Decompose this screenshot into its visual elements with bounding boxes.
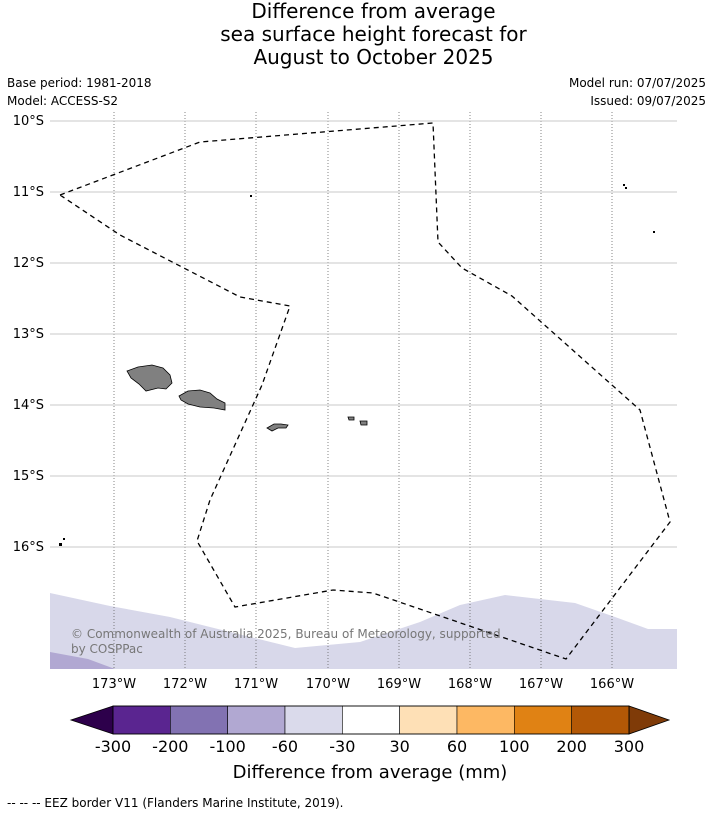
lat-label: 11°S [13,185,44,200]
colorbar-segment [514,705,572,735]
issued-date: Issued: 09/07/2025 [590,94,706,108]
lat-label: 10°S [13,114,44,129]
colorbar-segment [399,705,458,735]
colorbar-tick-labels: -300 -200 -100 -60 -30 30 60 100 200 300 [95,737,644,756]
lon-label: 170°W [306,677,350,692]
eez-border-samoa [58,122,671,660]
map-title: Difference from average sea surface heig… [0,0,713,69]
latitude-labels: 10°S 11°S 12°S 13°S 14°S 15°S 16°S [13,114,44,555]
colorbar-segment [112,705,171,735]
lat-label: 15°S [13,469,44,484]
colorbar-tick: 30 [389,737,409,756]
lon-label: 167°W [519,677,563,692]
colorbar-tick: 200 [556,737,587,756]
anomaly-shading-light [50,593,677,669]
latitude-gridlines [50,120,677,548]
colorbar-tick: -60 [272,737,298,756]
copyright-line-1: © Commonwealth of Australia 2025, Bureau… [71,627,501,641]
copyright-line-2: by COSPPac [71,642,143,656]
lon-label: 168°W [448,677,492,692]
colorbar-tick: 300 [614,737,645,756]
colorbar-label: Difference from average (mm) [233,762,508,783]
colorbar-tick: -30 [329,737,355,756]
islands [126,364,368,432]
colorbar-segment [170,705,228,735]
run-info: Model run: 07/07/2025 Issued: 09/07/2025 [569,74,706,110]
lat-label: 13°S [13,327,44,342]
colorbar-segment [571,705,630,735]
map-area: © Commonwealth of Australia 2025, Bureau… [50,112,677,669]
lat-label: 14°S [13,398,44,413]
base-period: Base period: 1981-2018 [7,76,152,90]
model-name: Model: ACCESS-S2 [7,94,119,108]
colorbar-tick: 60 [447,737,467,756]
colorbar-segment [342,705,400,735]
island-tutuila [266,423,289,432]
lon-label: 171°W [234,677,278,692]
colorbar-tick: -200 [152,737,188,756]
lon-label: 166°W [590,677,634,692]
island-ofu [347,416,355,421]
colorbar-segment [456,705,515,735]
island-tau [359,420,368,426]
colorbar-tick: -100 [210,737,246,756]
colorbar-frame [112,705,630,735]
lat-label: 12°S [13,256,44,271]
colorbar-segment [284,705,343,735]
island-upolu [178,389,226,411]
eez-borders [58,122,671,660]
colorbar: -300 -200 -100 -60 -30 30 60 100 200 300 Differen… [69,705,671,783]
lon-label: 172°W [163,677,207,692]
model-run-date: Model run: 07/07/2025 [568,76,706,90]
lat-label: 16°S [13,540,44,555]
longitude-gridlines [113,112,613,669]
eez-legend: -- -- -- EEZ border V11 (Flanders Marine… [7,796,344,810]
anomaly-shading-medium [50,652,115,669]
lon-label: 169°W [377,677,421,692]
colorbar-tick: -300 [95,737,131,756]
colorbar-tick: 100 [499,737,530,756]
title-line-3: August to October 2025 [253,45,494,69]
colorbar-segments [112,705,630,735]
lon-label: 173°W [92,677,136,692]
colorbar-over-arrow [628,705,671,735]
model-info: Base period: 1981-2018 Model: ACCESS-S2 [7,74,152,110]
island-savaii [126,364,173,392]
colorbar-under-arrow [69,705,114,735]
colorbar-segment [227,705,286,735]
small-islets [59,184,655,546]
title-line-1: Difference from average [251,0,496,23]
title-line-2: sea surface height forecast for [220,22,527,46]
longitude-labels: 173°W 172°W 171°W 170°W 169°W 168°W 167°… [92,677,634,692]
